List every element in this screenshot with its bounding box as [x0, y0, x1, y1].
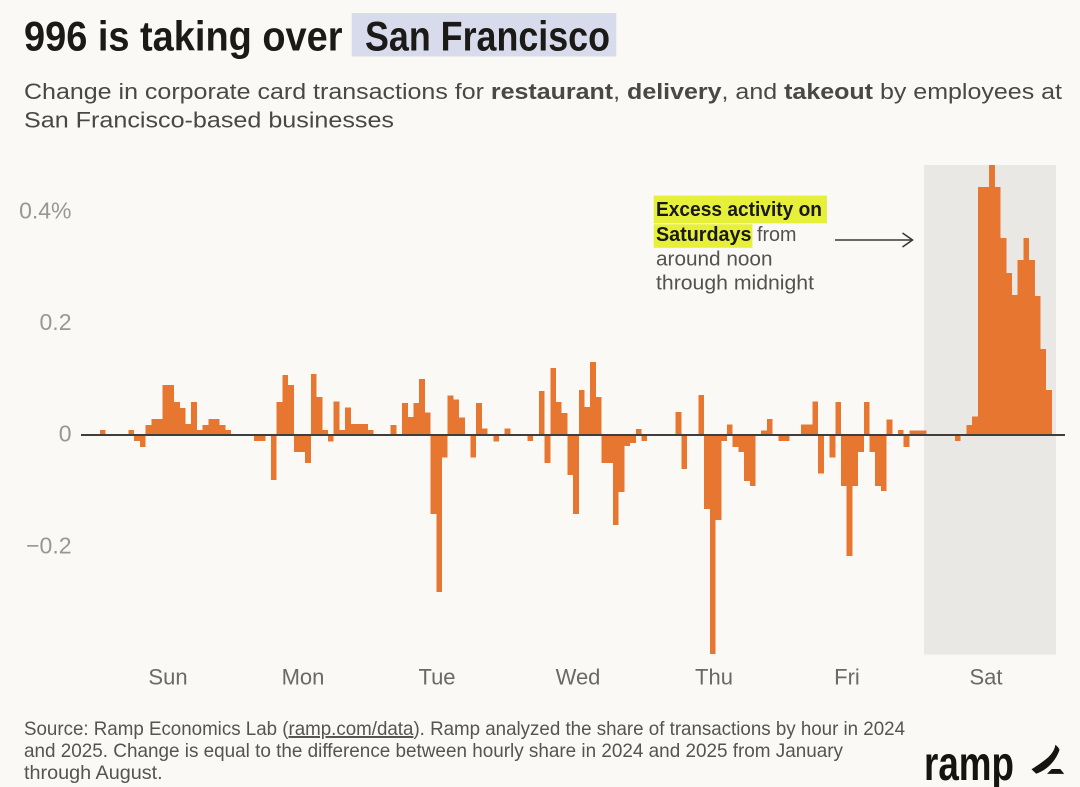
svg-text:0.4%: 0.4%	[19, 198, 71, 224]
svg-text:Wed: Wed	[556, 665, 601, 690]
svg-text:0: 0	[59, 421, 72, 447]
svg-text:0.2: 0.2	[40, 309, 72, 335]
svg-text:Tue: Tue	[418, 665, 455, 690]
svg-text:San Francisco: San Francisco	[365, 12, 610, 59]
svg-text:through midnight: through midnight	[656, 271, 814, 294]
svg-text:Change in corporate card trans: Change in corporate card transactions fo…	[24, 79, 1062, 104]
svg-text:Excess activity on: Excess activity on	[656, 198, 822, 221]
svg-text:Thu: Thu	[695, 665, 733, 690]
svg-text:Saturdays from: Saturdays from	[656, 223, 797, 246]
svg-text:ramp: ramp	[924, 738, 1014, 787]
svg-text:and 2025. Change is equal to t: and 2025. Change is equal to the differe…	[24, 740, 843, 762]
svg-text:through August.: through August.	[24, 762, 163, 784]
svg-text:around noon: around noon	[656, 247, 773, 270]
svg-text:Mon: Mon	[282, 665, 325, 690]
svg-text:Source: Ramp Economics Lab (ra: Source: Ramp Economics Lab (ramp.com/dat…	[24, 718, 905, 740]
svg-text:−0.2: −0.2	[26, 533, 71, 559]
svg-text:San Francisco-based businesses: San Francisco-based businesses	[24, 108, 394, 133]
svg-text:Sun: Sun	[148, 665, 187, 690]
svg-text:Sat: Sat	[969, 665, 1002, 690]
svg-text:996 is taking over: 996 is taking over	[24, 12, 343, 59]
svg-text:Fri: Fri	[834, 665, 860, 690]
